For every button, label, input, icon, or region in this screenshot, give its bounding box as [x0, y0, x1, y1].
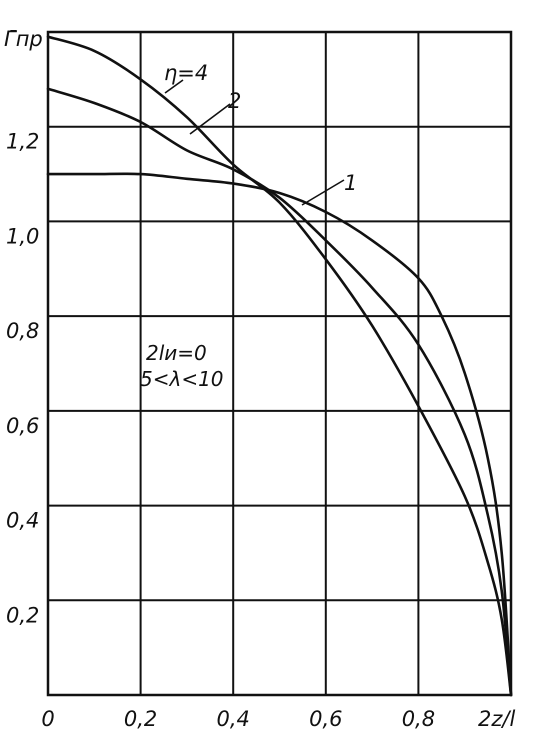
series-label-3: 1: [344, 171, 357, 195]
y-tick-label: 0,6: [6, 414, 39, 438]
series-labels: η=4 2 1: [164, 61, 357, 195]
y-tick-label: 1,2: [6, 130, 39, 154]
x-tick-label: 0,6: [309, 707, 342, 731]
y-tick-label: 0,8: [6, 319, 39, 343]
series-line-3: [46, 172, 513, 697]
y-tick-label: 1,0: [6, 224, 39, 248]
curves: [46, 35, 513, 697]
series-line-2: [46, 87, 513, 697]
grid: [48, 32, 511, 695]
series-label-1: η=4: [164, 61, 208, 85]
plot-frame: [46, 30, 513, 697]
x-tick-label: 0,4: [216, 707, 249, 731]
series-leader-3: [301, 179, 345, 206]
series-line-1: [46, 35, 513, 697]
series-leader-1: [164, 79, 184, 94]
annotation-lambda: 5<λ<10: [140, 367, 224, 391]
tick-labels: 0 0,2 0,4 0,6 0,8 0,2 0,4 0,6 0,8 1,0 1,2: [6, 130, 435, 731]
annotation-length: 2lи=0: [146, 341, 207, 365]
series-leader-2: [189, 103, 231, 135]
series-label-2: 2: [228, 89, 241, 113]
series-leader-lines: [164, 79, 345, 206]
y-tick-label: 0,4: [6, 509, 39, 533]
x-tick-label: 0,8: [402, 707, 435, 731]
y-tick-label: 0,2: [6, 603, 39, 627]
x-axis-label: 2z/l: [478, 707, 515, 731]
y-axis-label: Γ̄пр: [4, 27, 43, 51]
x-tick-label: 0: [41, 707, 54, 731]
x-tick-label: 0,2: [124, 707, 157, 731]
